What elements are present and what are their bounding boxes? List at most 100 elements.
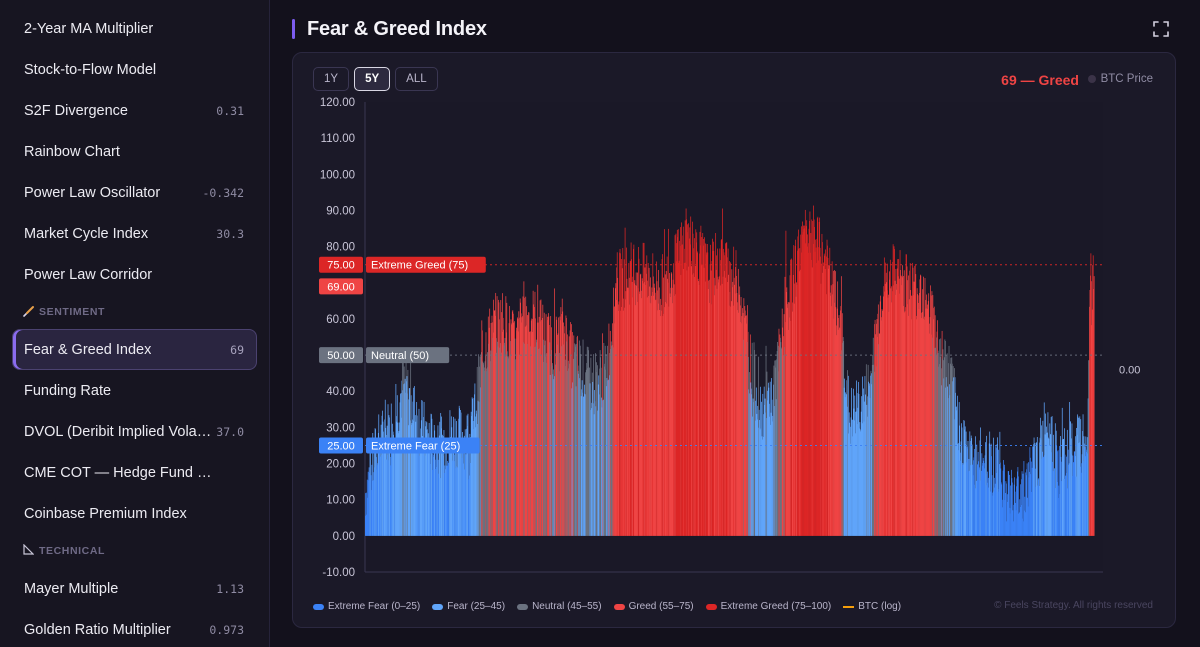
fg-bar [395,416,397,536]
expand-icon[interactable] [1152,20,1170,38]
legend-item-neutral-45-55[interactable]: Neutral (45–55) [517,601,602,612]
fg-bar [593,414,595,536]
fg-bar [642,242,644,536]
fg-bar [960,452,961,536]
range-tab-1y[interactable]: 1Y [313,67,350,91]
fg-bar [742,308,743,536]
fg-bar [1028,462,1029,536]
fg-bar [957,443,959,536]
fg-bar [907,275,909,536]
sidebar-item-rainbow-chart[interactable]: Rainbow Chart [12,131,257,172]
fg-bar [883,257,885,536]
fg-bar [831,261,833,536]
fg-bar [413,420,415,536]
fg-bar [865,394,866,536]
sidebar-item-s2f-divergence[interactable]: S2F Divergence 0.31 [12,90,257,131]
fg-bar [939,356,941,536]
fg-bar [850,417,852,536]
fg-bar [1078,417,1080,536]
fg-bar [657,290,658,536]
fg-bar [510,319,512,536]
legend-item-btc-log[interactable]: BTC (log) [843,601,901,612]
legend-item-extreme-greed-75-100[interactable]: Extreme Greed (75–100) [705,601,831,612]
fg-bar [968,471,969,536]
fg-bar [744,310,746,536]
fg-bar [706,252,708,536]
fg-bar [1004,464,1005,536]
fg-bar [1011,478,1013,536]
fg-bar [511,311,513,536]
fg-bar [999,431,1001,536]
fg-bar [618,301,620,536]
fg-bar [804,209,806,536]
sidebar-item-market-cycle-index[interactable]: Market Cycle Index 30.3 [12,213,257,254]
fg-bar [929,333,930,536]
sidebar-item-cme-cot-hedge-fund-positioning[interactable]: CME COT — Hedge Fund Positioning [12,452,257,493]
sidebar-item-coinbase-premium-index[interactable]: Coinbase Premium Index [12,493,257,534]
sidebar-item-power-law-oscillator[interactable]: Power Law Oscillator -0.342 [12,172,257,213]
sidebar-item-dvol-deribit-implied-volatility[interactable]: DVOL (Deribit Implied Volatility) 37.0 [12,411,257,452]
fg-bar [693,248,694,536]
fg-bar [616,252,618,536]
sidebar-item-2-year-ma-multiplier[interactable]: 2-Year MA Multiplier [12,8,257,49]
fg-bar [984,463,985,536]
fg-bar [625,299,626,536]
sidebar-item-golden-ratio-multiplier[interactable]: Golden Ratio Multiplier 0.973 [12,609,257,647]
fg-bar [369,445,371,536]
fg-bar [589,367,590,536]
sidebar-item-funding-rate[interactable]: Funding Rate [12,370,257,411]
fg-bar [612,323,613,536]
legend-item-fear-25-45[interactable]: Fear (25–45) [432,601,505,612]
fg-bar [799,247,801,536]
fg-bar [695,229,697,536]
fg-bar [608,379,609,536]
fg-bar [617,310,619,536]
fg-bar [531,331,533,536]
fg-bar [413,387,414,536]
fg-bar [687,232,689,536]
fg-bar [882,310,884,536]
legend-item-greed-55-75[interactable]: Greed (55–75) [613,601,694,612]
btc-price-toggle[interactable]: BTC Price [1087,73,1153,85]
fg-bar [753,402,754,536]
fg-bar [404,378,406,536]
fg-bar [656,261,657,536]
fg-bar [382,410,383,536]
fg-bar [777,341,778,536]
fg-bar [982,465,984,536]
fg-bar [1087,398,1089,536]
fg-bar [881,309,883,536]
fg-bar [758,409,760,536]
right-axis-label: 0.00 [1119,365,1140,377]
fg-bar [660,298,662,536]
sidebar-item-power-law-corridor[interactable]: Power Law Corridor [12,254,257,295]
fg-bar [770,412,772,536]
fg-bar [591,372,593,536]
sidebar-item-value: 0.31 [216,103,244,118]
fg-bar [1015,510,1017,536]
fg-bar [669,273,670,536]
fg-bar [998,489,1000,536]
sidebar-item-stock-to-flow-model[interactable]: Stock-to-Flow Model [12,49,257,90]
range-tab-5y[interactable]: 5Y [354,67,391,91]
range-tab-all[interactable]: ALL [395,67,438,91]
sidebar-item-fear-greed-index[interactable]: Fear & Greed Index 69 [12,329,257,370]
fg-bar [689,244,691,536]
fg-bar [1065,475,1067,536]
fg-bar [600,367,602,536]
fg-bar [962,464,964,536]
fg-bar [714,285,716,536]
fg-bar [459,408,461,536]
fg-bar [901,265,903,536]
legend-item-extreme-fear-0-25[interactable]: Extreme Fear (0–25) [313,601,420,612]
fg-bar [715,233,717,536]
fg-bar [870,375,871,536]
fg-bar [433,425,435,536]
fg-bar [492,322,494,536]
fg-bar [580,354,582,536]
sidebar-item-mayer-multiple[interactable]: Mayer Multiple 1.13 [12,568,257,609]
fg-bar [864,401,865,536]
fg-bar [880,320,882,536]
fg-bar [1050,434,1052,536]
fg-bar [891,286,893,536]
